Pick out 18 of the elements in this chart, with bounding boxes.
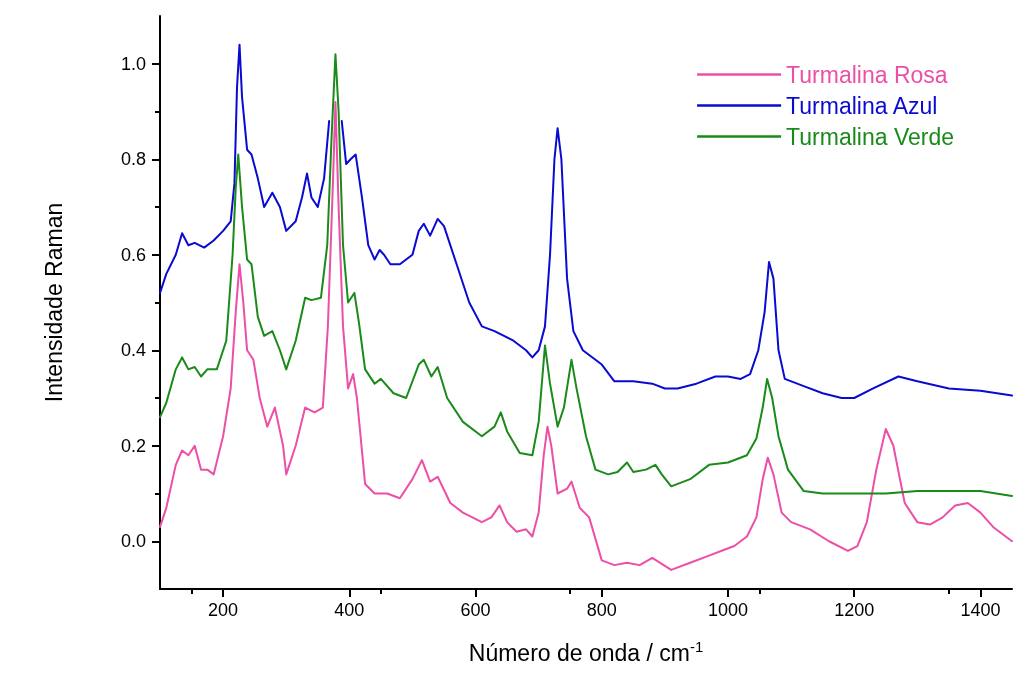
legend-label: Turmalina Azul (786, 92, 938, 119)
line-series (159, 53, 1013, 497)
legend-label: Turmalina Verde (786, 123, 955, 150)
x-tick-label: 1000 (707, 600, 749, 620)
y-tick-label: 0.8 (120, 149, 146, 170)
y-tick-label: 0.6 (120, 244, 146, 265)
y-tick-label: 0.2 (120, 435, 146, 456)
y-axis-title: Intensidade Raman (40, 202, 67, 403)
y-tick-label: 0.0 (120, 531, 146, 552)
x-tick-label: 800 (586, 600, 617, 620)
x-tick-label: 1400 (960, 600, 1001, 620)
y-tick-label: 0.4 (120, 340, 146, 361)
y-tick-label: 1.0 (120, 53, 146, 74)
x-tick-label: 200 (208, 600, 239, 620)
x-tick-label: 400 (334, 600, 365, 620)
x-tick-label: 600 (460, 600, 491, 620)
legend-label: Turmalina Rosa (786, 61, 948, 88)
x-tick-label: 1200 (834, 600, 875, 620)
